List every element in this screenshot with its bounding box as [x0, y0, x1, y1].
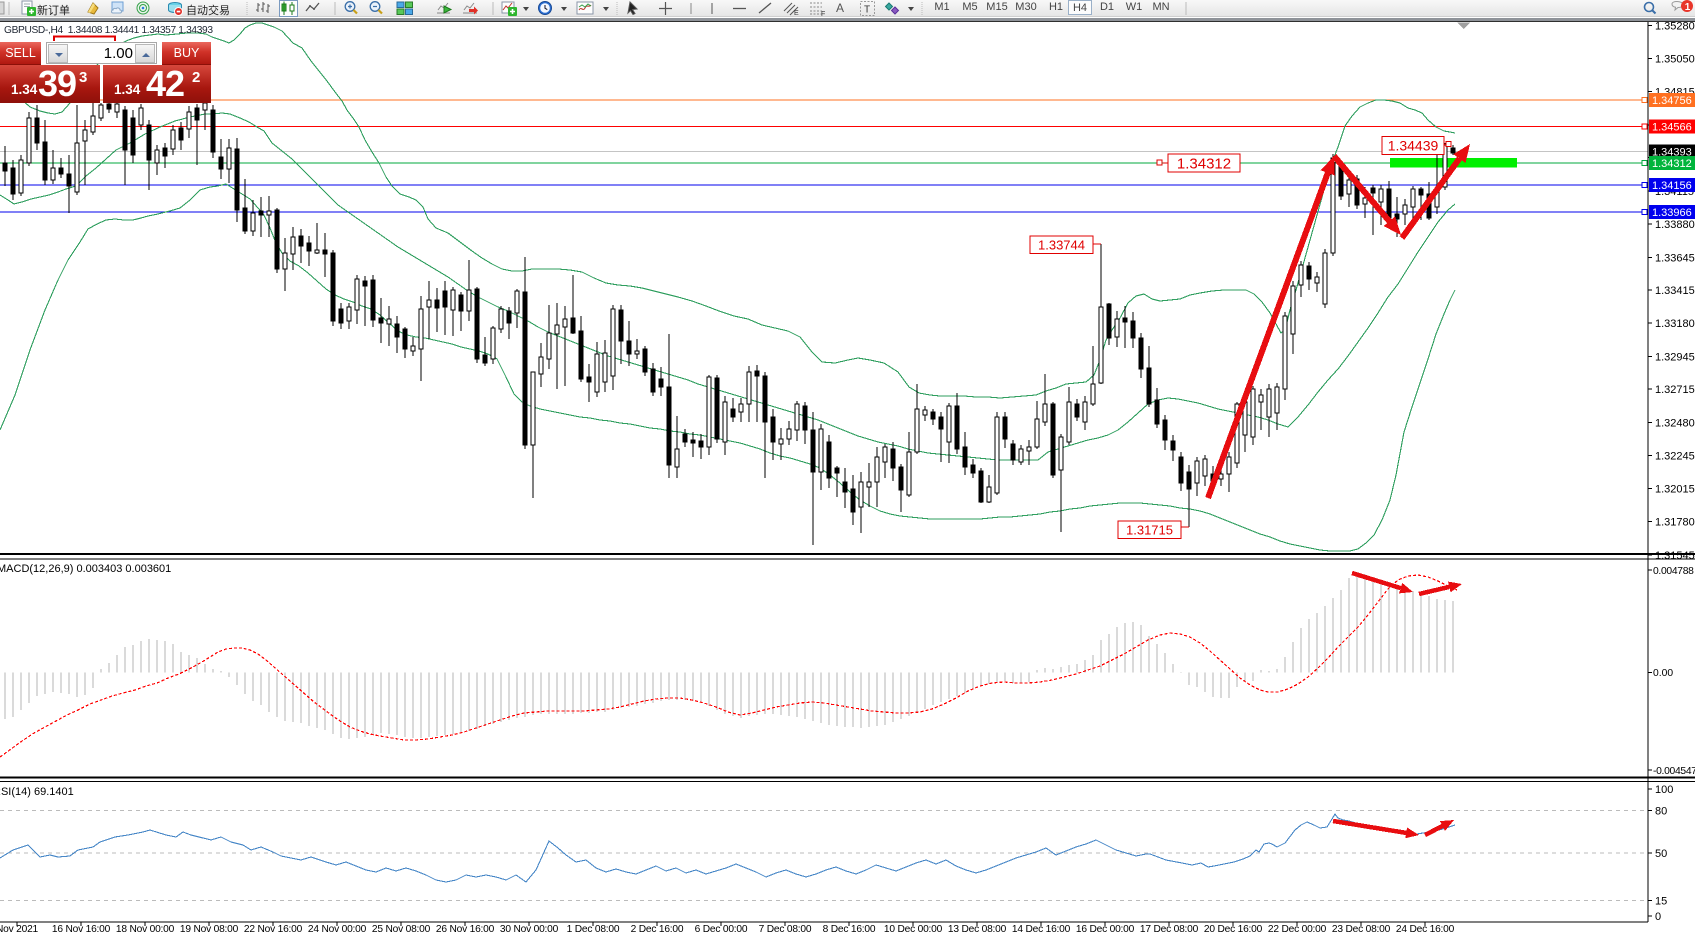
svg-text:1.33744: 1.33744 [1038, 237, 1085, 252]
svg-text:19 Nov 08:00: 19 Nov 08:00 [180, 924, 239, 935]
svg-text:-0.004547: -0.004547 [1653, 766, 1695, 777]
svg-text:16 Dec 00:00: 16 Dec 00:00 [1076, 924, 1135, 935]
svg-text:0.00: 0.00 [1653, 668, 1673, 679]
svg-text:1.34566: 1.34566 [1652, 122, 1692, 134]
svg-text:E: E [794, 10, 799, 17]
svg-text:1.31780: 1.31780 [1655, 517, 1695, 529]
svg-text:2 Dec 16:00: 2 Dec 16:00 [631, 924, 684, 935]
svg-text:1.31715: 1.31715 [1126, 522, 1173, 537]
svg-text:6 Dec 00:00: 6 Dec 00:00 [695, 924, 748, 935]
svg-text:1: 1 [1685, 2, 1691, 13]
svg-text:17 Dec 08:00: 17 Dec 08:00 [1140, 924, 1199, 935]
svg-text:1.34312: 1.34312 [1652, 158, 1692, 170]
svg-text:30 Nov 00:00: 30 Nov 00:00 [500, 924, 559, 935]
svg-text:T: T [864, 5, 870, 16]
svg-text:25 Nov 08:00: 25 Nov 08:00 [372, 924, 431, 935]
svg-text:1.31545: 1.31545 [1655, 550, 1695, 562]
svg-text:1.32715: 1.32715 [1655, 384, 1695, 396]
svg-text:1.33645: 1.33645 [1655, 252, 1695, 264]
svg-text:1.34312: 1.34312 [1177, 155, 1231, 172]
svg-text:0.004788: 0.004788 [1653, 566, 1694, 577]
svg-text:50: 50 [1655, 848, 1667, 860]
svg-text:RSI(14) 69.1401: RSI(14) 69.1401 [0, 786, 74, 798]
svg-text:1.34439: 1.34439 [1388, 138, 1439, 154]
svg-text:20 Dec 16:00: 20 Dec 16:00 [1204, 924, 1263, 935]
svg-text:18 Nov 00:00: 18 Nov 00:00 [116, 924, 175, 935]
svg-text:24 Nov 00:00: 24 Nov 00:00 [308, 924, 367, 935]
svg-text:26 Nov 16:00: 26 Nov 16:00 [436, 924, 495, 935]
svg-text:1.34756: 1.34756 [1652, 95, 1692, 107]
svg-text:14 Dec 16:00: 14 Dec 16:00 [1012, 924, 1071, 935]
svg-text:7 Dec 08:00: 7 Dec 08:00 [759, 924, 812, 935]
svg-text:1.33415: 1.33415 [1655, 285, 1695, 297]
svg-text:1.32945: 1.32945 [1655, 352, 1695, 364]
svg-text:80: 80 [1655, 806, 1667, 818]
svg-text:1.33966: 1.33966 [1652, 207, 1692, 219]
svg-text:8 Dec 16:00: 8 Dec 16:00 [823, 924, 876, 935]
svg-text:F: F [821, 11, 825, 17]
svg-text:1.35050: 1.35050 [1655, 53, 1695, 65]
svg-text:1.33880: 1.33880 [1655, 219, 1695, 231]
svg-text:15: 15 [1655, 896, 1667, 908]
svg-text:1.34156: 1.34156 [1652, 180, 1692, 192]
svg-text:10 Dec 00:00: 10 Dec 00:00 [884, 924, 943, 935]
svg-text:1.32480: 1.32480 [1655, 417, 1695, 429]
svg-text:1.35280: 1.35280 [1655, 21, 1695, 33]
svg-text:1.32245: 1.32245 [1655, 451, 1695, 463]
svg-text:100: 100 [1655, 784, 1673, 796]
svg-text:1.32015: 1.32015 [1655, 483, 1695, 495]
svg-text:24 Dec 16:00: 24 Dec 16:00 [1396, 924, 1455, 935]
svg-text:1.34393: 1.34393 [1652, 147, 1692, 159]
svg-text:23 Dec 08:00: 23 Dec 08:00 [1332, 924, 1391, 935]
svg-text:16 Nov 16:00: 16 Nov 16:00 [52, 924, 111, 935]
svg-text:GBPUSD-,H4 1.34408 1.34441 1.: GBPUSD-,H4 1.34408 1.34441 1.34357 1.343… [4, 25, 213, 36]
svg-text:1.33180: 1.33180 [1655, 318, 1695, 330]
svg-text:22 Nov 16:00: 22 Nov 16:00 [244, 924, 303, 935]
svg-text:13 Dec 08:00: 13 Dec 08:00 [948, 924, 1007, 935]
svg-text:22 Dec 00:00: 22 Dec 00:00 [1268, 924, 1327, 935]
svg-text:0: 0 [1655, 911, 1661, 923]
svg-text:MACD(12,26,9) 0.003403 0.00360: MACD(12,26,9) 0.003403 0.003601 [0, 563, 171, 575]
svg-text:Nov 2021: Nov 2021 [0, 924, 39, 935]
svg-text:1 Dec 08:00: 1 Dec 08:00 [567, 924, 620, 935]
